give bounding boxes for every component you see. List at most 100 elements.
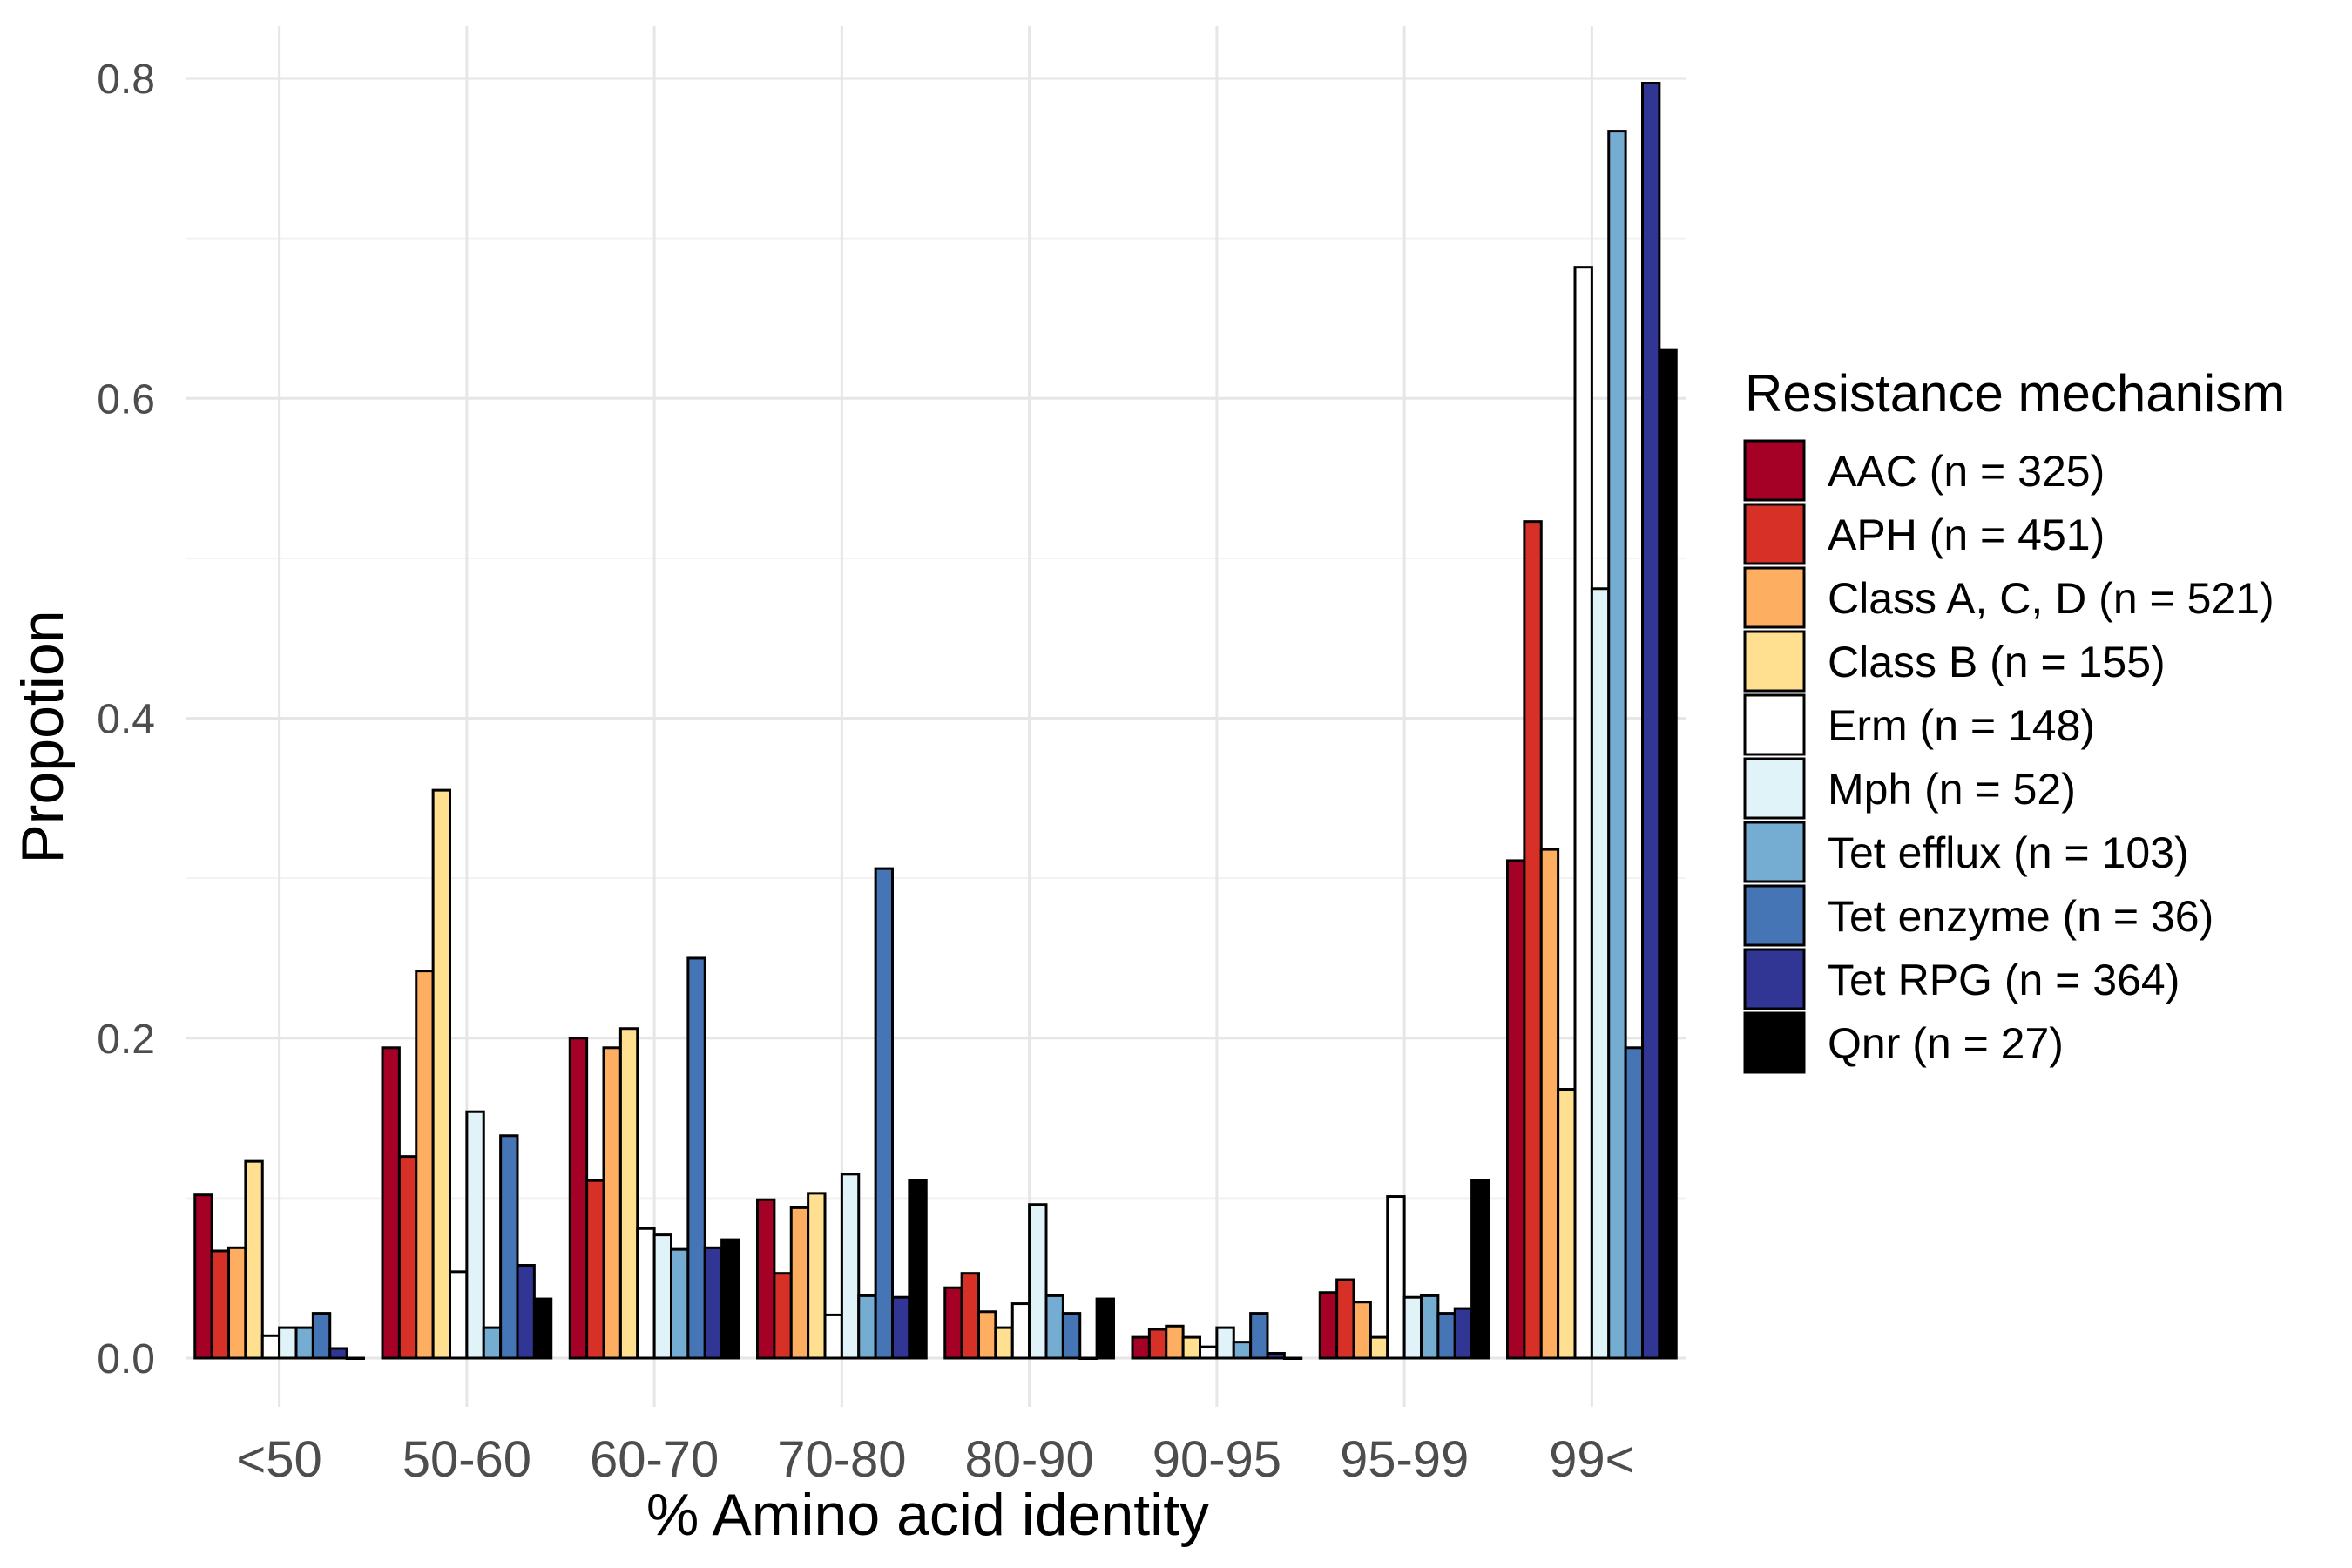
bar xyxy=(756,1198,776,1360)
bar xyxy=(516,1263,536,1360)
bar xyxy=(773,1272,793,1360)
legend-key xyxy=(1743,1011,1806,1074)
legend: Resistance mechanism AAC (n = 325) APH (n… xyxy=(1743,364,2285,1074)
bar xyxy=(1061,1312,1082,1360)
bar xyxy=(1640,82,1661,1360)
bar xyxy=(1658,348,1678,1360)
x-tick-label: 50-60 xyxy=(402,1431,531,1488)
bar xyxy=(890,1295,911,1360)
bar xyxy=(874,867,894,1360)
bar xyxy=(1624,1046,1644,1360)
legend-label: Tet RPG (n = 364) xyxy=(1828,956,2180,1004)
bar xyxy=(1282,1356,1303,1360)
y-tick-label: 0.0 xyxy=(97,1336,155,1382)
bar xyxy=(227,1246,247,1360)
x-axis-title: % Amino acid identity xyxy=(646,1482,1209,1548)
bar xyxy=(1557,1088,1577,1360)
bar xyxy=(1215,1326,1235,1360)
bar xyxy=(840,1173,861,1360)
bar xyxy=(1010,1302,1031,1360)
bar xyxy=(278,1326,298,1360)
bar xyxy=(602,1046,622,1360)
x-tick-label: <50 xyxy=(236,1431,321,1488)
bar xyxy=(703,1246,724,1360)
bar xyxy=(1266,1351,1286,1360)
bar xyxy=(1095,1297,1115,1360)
bar xyxy=(789,1206,810,1360)
legend-key xyxy=(1743,503,1806,565)
bar xyxy=(1147,1328,1168,1360)
legend-title: Resistance mechanism xyxy=(1745,364,2285,422)
bar xyxy=(244,1159,264,1360)
bar xyxy=(568,1037,589,1360)
legend-label: Class B (n = 155) xyxy=(1828,638,2166,686)
bar xyxy=(1352,1301,1372,1360)
bar xyxy=(1369,1335,1389,1360)
bar xyxy=(1453,1307,1474,1360)
bar xyxy=(720,1238,740,1360)
bar xyxy=(381,1046,401,1360)
bar xyxy=(1386,1195,1406,1360)
bar xyxy=(345,1356,365,1360)
bar xyxy=(210,1249,231,1360)
bar xyxy=(260,1334,281,1360)
x-tick-label: 95-99 xyxy=(1340,1431,1469,1488)
legend-label: Erm (n = 148) xyxy=(1828,701,2095,750)
bar xyxy=(686,956,706,1360)
x-tick-label: 70-80 xyxy=(777,1431,906,1488)
bar xyxy=(1044,1294,1064,1360)
bar xyxy=(1181,1335,1202,1360)
legend-key xyxy=(1743,566,1806,629)
bar xyxy=(669,1247,690,1360)
bars xyxy=(193,82,1678,1360)
legend-label: Tet enzyme (n = 36) xyxy=(1828,892,2213,941)
bar xyxy=(1078,1356,1098,1360)
bar xyxy=(1249,1312,1269,1360)
bar xyxy=(807,1192,827,1360)
x-tick-label: 80-90 xyxy=(964,1431,1093,1488)
bar xyxy=(397,1155,418,1360)
bar xyxy=(499,1134,519,1360)
bar xyxy=(1335,1278,1355,1360)
legend-key xyxy=(1743,439,1806,502)
bar xyxy=(1523,520,1543,1360)
bar xyxy=(994,1326,1014,1360)
bar xyxy=(1506,859,1526,1360)
legend-label: AAC (n = 325) xyxy=(1828,447,2105,496)
bar xyxy=(532,1297,553,1360)
legend-label: Class A, C, D (n = 521) xyxy=(1828,574,2274,623)
x-tick-label: 90-95 xyxy=(1152,1431,1281,1488)
bar xyxy=(977,1310,997,1360)
x-tick-label: 99< xyxy=(1549,1431,1634,1488)
bar xyxy=(652,1233,672,1360)
bar xyxy=(431,788,452,1360)
y-tick-label: 0.2 xyxy=(97,1017,155,1063)
legend-key xyxy=(1743,757,1806,820)
legend-key xyxy=(1743,821,1806,883)
legend-label: Mph (n = 52) xyxy=(1828,765,2076,814)
legend-key xyxy=(1743,948,1806,1010)
y-axis-title: Propotion xyxy=(10,610,76,863)
bar xyxy=(449,1270,469,1360)
legend-key xyxy=(1743,884,1806,947)
bar xyxy=(857,1294,877,1360)
y-tick-label: 0.8 xyxy=(97,57,155,103)
bar xyxy=(943,1286,963,1360)
bar xyxy=(1165,1324,1185,1360)
legend-label: Tet efflux (n = 103) xyxy=(1828,828,2189,877)
bar xyxy=(311,1312,332,1360)
bar xyxy=(465,1110,485,1360)
axes: 0.0 0.2 0.4 0.6 0.8 <50 50-60 60-70 70-80 80-90 90… xyxy=(97,57,1634,1488)
bar xyxy=(1470,1179,1490,1360)
bar xyxy=(1607,130,1627,1360)
bar xyxy=(1539,848,1560,1360)
bar xyxy=(1131,1335,1151,1360)
bar xyxy=(1402,1295,1423,1360)
bar xyxy=(1436,1312,1456,1360)
y-tick-label: 0.6 xyxy=(97,376,155,422)
legend-key xyxy=(1743,693,1806,756)
legend-label: APH (n = 451) xyxy=(1828,510,2105,559)
legend-key xyxy=(1743,630,1806,693)
bar xyxy=(960,1272,981,1360)
bar xyxy=(1028,1203,1048,1360)
